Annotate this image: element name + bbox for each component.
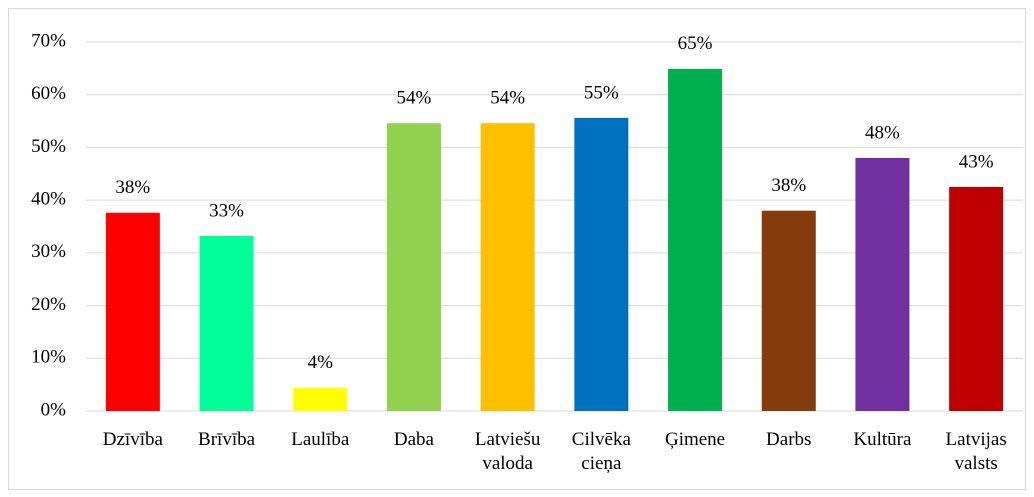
bar — [574, 117, 629, 411]
value-label: 55% — [584, 82, 619, 103]
value-label: 33% — [209, 200, 244, 221]
y-tick-label: 10% — [31, 347, 66, 368]
value-label: 48% — [865, 122, 900, 143]
y-tick-label: 30% — [31, 241, 66, 262]
x-tick-label: Latvijas valsts — [945, 429, 1007, 474]
bar — [293, 387, 348, 411]
x-tick-label: Kultūra — [853, 429, 912, 450]
bar — [668, 68, 723, 412]
y-tick-label: 40% — [31, 189, 66, 210]
y-tick-label: 50% — [31, 136, 66, 157]
bar — [386, 123, 441, 412]
x-tick-label: Darbs — [766, 429, 812, 450]
value-label: 43% — [959, 151, 994, 172]
y-tick-label: 20% — [31, 294, 66, 315]
value-label: 38% — [771, 175, 806, 196]
bar — [199, 235, 254, 411]
x-tick-label: Laulība — [291, 429, 350, 450]
x-tick-label: Brīvība — [198, 429, 256, 450]
x-tick-label: Dzīvība — [102, 429, 163, 450]
value-label: 54% — [490, 88, 525, 109]
y-tick-label: 60% — [31, 83, 66, 104]
y-tick-label: 0% — [41, 399, 67, 420]
value-label: 4% — [308, 352, 334, 373]
x-tick-label: Ģimene — [664, 429, 726, 450]
value-label: 54% — [397, 88, 432, 109]
bar — [480, 123, 535, 412]
value-label: 65% — [678, 33, 713, 54]
x-tick-label: Daba — [393, 429, 434, 450]
x-tick-label: Latviešu valoda — [474, 429, 541, 474]
bar — [855, 157, 910, 411]
bar — [949, 186, 1004, 411]
y-tick-label: 70% — [31, 30, 66, 51]
bar — [761, 210, 816, 411]
bar — [105, 212, 160, 411]
value-label: 38% — [115, 177, 150, 198]
x-tick-label: Cilvēka cieņa — [571, 429, 631, 474]
